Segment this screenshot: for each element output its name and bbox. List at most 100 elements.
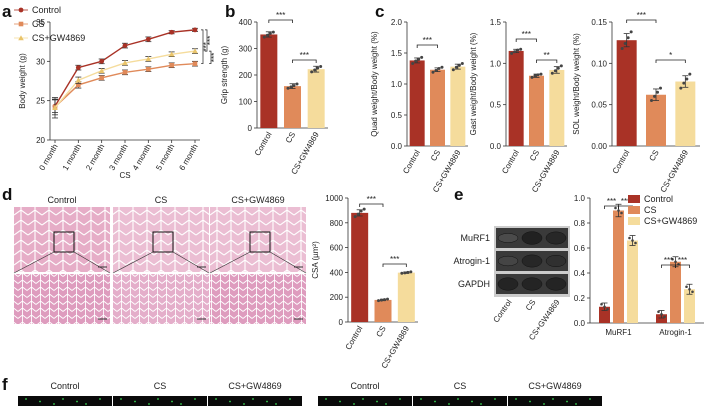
micrograph-top [113,207,209,272]
data-point [451,68,455,72]
data-point [519,47,523,51]
data-point [628,236,631,240]
bar-Control [508,50,524,146]
fluor-image [113,396,207,406]
y-axis-label: Quad weight/Body weight (%) [370,31,379,137]
fluor-dot [85,403,87,405]
data-point [400,271,404,275]
y-tick-label: 0.0 [574,319,586,328]
bar-CS+GW4869 [675,81,696,146]
data-point [674,260,677,264]
y-tick-label: 200 [330,293,344,302]
fluor-dot [362,398,364,400]
legend-label: CS [644,205,657,215]
micrograph-overlay [14,207,110,272]
panel-label-b: b [225,2,235,21]
data-point [262,35,266,39]
data-point [510,51,514,55]
y-axis-label: CSA (µm²) [311,241,320,279]
data-point [600,302,603,306]
significance-label: *** [607,197,616,206]
x-tick-label: 0 month [37,143,59,173]
data-point [265,33,269,37]
fluor-dot [575,403,577,405]
data-point [553,69,557,73]
y-tick-label: 800 [330,219,344,228]
y-tick-label: 600 [330,244,344,253]
data-point [431,70,435,74]
fluor-dot [62,398,64,400]
data-point [356,212,360,216]
fluor-label: CS [154,381,167,391]
data-point [313,68,317,72]
data-point [460,62,464,66]
significance-bracket [536,59,558,63]
significance-label: *** [678,256,687,265]
micrograph-bottom [14,274,110,324]
y-tick-label: 0.15 [591,18,607,27]
significance-label: *** [276,11,285,20]
micrograph-label: CS [155,195,168,205]
significance-label: *** [202,42,211,51]
y-tick-label: 400 [239,18,253,27]
significance-label: *** [390,255,399,264]
data-point [513,50,517,54]
x-tick-label: Control [611,148,632,175]
bar-CS+GW4869 [307,69,325,128]
x-tick-label: Atrogin-1 [659,328,692,337]
y-tick-label: 30 [36,57,45,66]
data-point [454,65,458,69]
fluor-dot [99,398,101,400]
data-point [685,285,688,289]
blot-band [545,255,567,267]
y-tick-label: 1000 [325,194,343,203]
data-point [660,312,663,316]
y-tick-label: 20 [36,136,45,145]
fluor-dot [134,400,136,403]
data-point [403,271,407,275]
fluor-dot [243,403,245,405]
data-point [657,310,660,314]
y-axis-label: SOL weight/Body weight (%) [572,33,581,135]
fluor-dot [215,398,217,400]
significance-label: ** [544,51,550,60]
bar-Control [351,212,369,322]
x-tick-label: 6 month [177,143,199,173]
fluor-dot [515,398,517,400]
fluor-dot [53,403,55,405]
y-tick-label: 1.0 [391,80,403,89]
micrograph-label: CS+GW4869 [231,195,284,205]
data-point [556,66,560,70]
legend-label: Control [644,194,673,204]
data-point [691,290,694,294]
blot-band [521,231,543,245]
fluor-dot [543,403,545,405]
legend-swatch [628,195,640,203]
data-point [359,209,363,213]
data-point [98,67,105,73]
data-point [682,81,686,85]
data-point [634,241,637,245]
x-tick-label: CS+GW4869 [659,148,691,194]
fluor-dot [39,400,41,403]
data-point [688,72,692,76]
fluor-dot [552,398,554,400]
data-point [268,31,272,35]
data-point [383,298,386,302]
data-point [606,307,609,311]
y-tick-label: 1.5 [391,49,403,58]
y-tick-label: 0.2 [574,294,586,303]
fluor-image [18,396,112,406]
data-point [192,48,198,54]
y-tick-label: 200 [239,71,253,80]
data-point [440,65,444,69]
significance-label: *** [664,256,673,265]
x-tick-label: Control [401,148,422,175]
x-tick-label: 4 month [131,143,153,173]
fluor-dot [399,398,401,400]
bar-CS-MuRF1 [613,210,624,323]
y-tick-label: 1.0 [490,59,502,68]
x-tick-label: 5 month [154,143,176,173]
x-axis-label: CS [119,171,130,180]
data-point [679,86,683,90]
